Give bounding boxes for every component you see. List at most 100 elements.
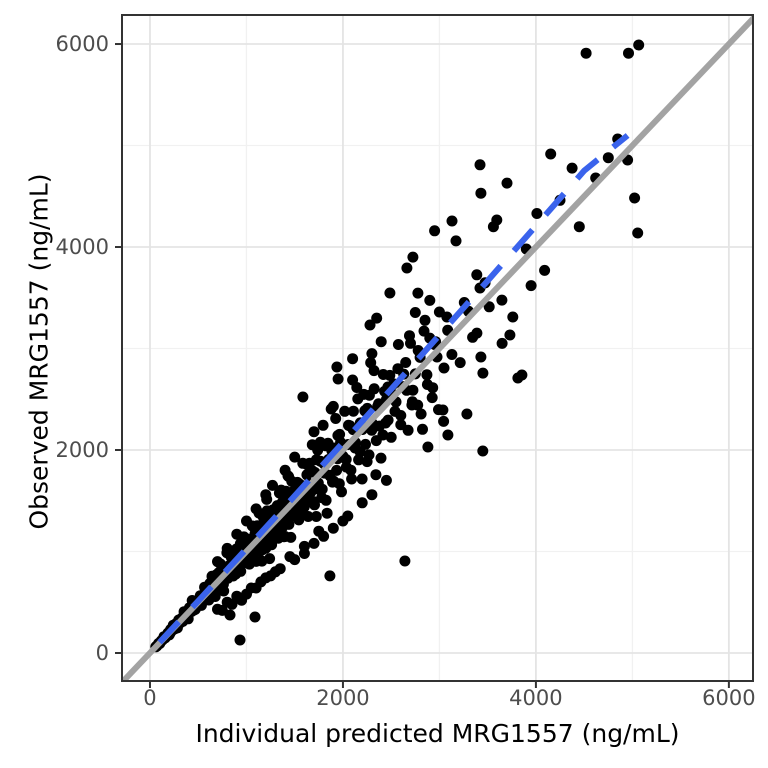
data-point	[324, 570, 336, 582]
data-point	[632, 227, 644, 239]
data-point	[422, 441, 434, 453]
data-point	[424, 294, 436, 306]
data-point	[395, 419, 407, 431]
data-point	[297, 391, 309, 403]
data-point	[407, 251, 419, 263]
data-point	[415, 408, 427, 420]
data-point	[461, 408, 473, 420]
data-point	[371, 312, 383, 324]
data-point	[385, 431, 397, 443]
data-point	[346, 473, 358, 485]
data-point	[250, 503, 262, 515]
data-point	[236, 594, 248, 606]
x-tick-label: 2000	[316, 686, 369, 710]
data-point	[274, 563, 286, 575]
data-point	[339, 405, 351, 417]
data-point	[566, 162, 578, 174]
data-point	[471, 269, 483, 281]
data-point	[352, 393, 364, 405]
data-point	[278, 531, 290, 543]
data-point	[241, 515, 252, 527]
data-point	[539, 264, 551, 276]
data-point	[380, 474, 392, 486]
data-point	[347, 405, 359, 417]
data-point	[442, 429, 454, 441]
data-point	[496, 294, 508, 306]
x-axis-title: Individual predicted MRG1557 (ng/mL)	[195, 719, 680, 748]
data-point	[364, 319, 376, 331]
data-point	[267, 479, 278, 491]
data-point	[212, 556, 223, 568]
data-point	[216, 604, 228, 616]
data-point	[345, 464, 357, 476]
data-point	[580, 47, 592, 59]
data-point	[308, 537, 320, 549]
data-point	[221, 542, 233, 554]
data-point	[438, 362, 450, 374]
x-tick-label: 0	[143, 686, 156, 710]
data-point	[504, 329, 516, 341]
data-point	[418, 325, 430, 337]
data-point	[330, 413, 342, 424]
data-point	[327, 400, 339, 412]
y-tick-label: 4000	[56, 235, 109, 259]
data-point	[246, 551, 258, 563]
data-point	[231, 528, 243, 540]
data-point	[483, 301, 495, 313]
data-point	[354, 446, 366, 458]
data-point	[298, 548, 310, 559]
data-point	[340, 454, 352, 465]
data-point	[389, 405, 401, 417]
data-point	[249, 611, 261, 623]
data-point	[437, 404, 449, 416]
y-axis-title: Observed MRG1557 (ng/mL)	[24, 173, 54, 530]
data-point	[438, 415, 450, 427]
data-point	[320, 494, 332, 506]
data-point	[525, 280, 537, 292]
data-point	[454, 357, 466, 369]
data-point	[336, 486, 347, 498]
data-point	[318, 530, 330, 542]
data-point	[308, 426, 320, 438]
y-tick-label: 6000	[56, 32, 109, 56]
data-point	[475, 187, 487, 199]
data-point	[427, 382, 439, 394]
data-point	[321, 507, 333, 519]
data-point	[446, 215, 458, 227]
data-point	[491, 214, 503, 226]
data-point	[477, 367, 489, 379]
data-point	[295, 507, 307, 519]
data-point	[375, 452, 387, 464]
data-point	[501, 177, 513, 189]
data-point	[328, 475, 340, 487]
data-point	[316, 483, 328, 495]
data-point	[573, 221, 585, 233]
data-point	[426, 392, 438, 404]
data-point	[265, 570, 277, 582]
data-point	[545, 148, 557, 160]
data-point	[347, 374, 359, 386]
data-point	[331, 361, 343, 373]
data-point	[234, 634, 246, 646]
data-point	[332, 373, 344, 385]
data-point	[347, 353, 359, 365]
data-point	[477, 445, 489, 457]
data-point	[334, 428, 346, 440]
data-layer	[122, 15, 753, 681]
data-point	[633, 39, 645, 51]
data-point	[496, 337, 508, 349]
data-point	[471, 327, 483, 339]
data-point	[409, 307, 421, 318]
data-point	[356, 473, 368, 485]
data-point	[392, 339, 404, 350]
data-point	[446, 349, 458, 360]
data-point	[531, 208, 543, 219]
data-point	[404, 330, 415, 342]
data-point	[429, 225, 441, 237]
data-point	[366, 348, 378, 360]
data-point	[366, 424, 378, 436]
y-tick-label: 0	[96, 641, 109, 665]
data-point	[307, 465, 319, 477]
data-point	[629, 192, 641, 204]
data-point	[250, 582, 262, 594]
